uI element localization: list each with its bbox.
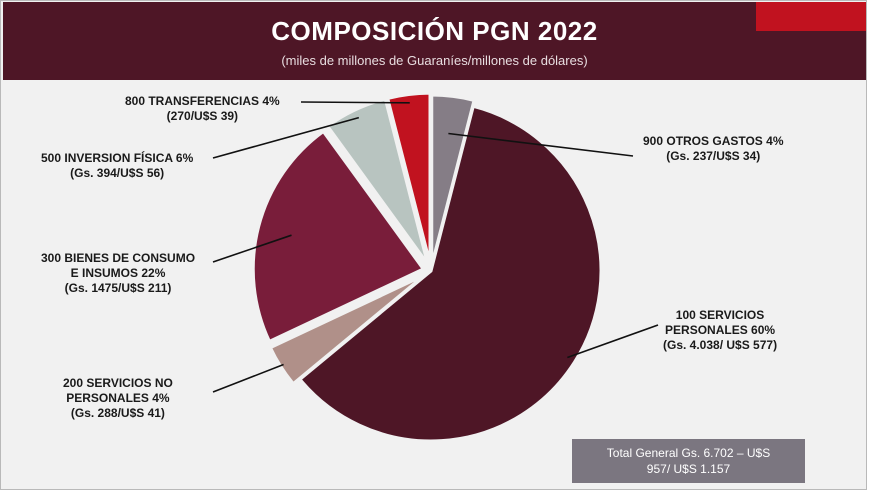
header-banner: COMPOSICIÓN PGN 2022 (miles de millones … [3,2,866,80]
label-bienes-consumo: 300 BIENES DE CONSUMO E INSUMOS 22% (Gs.… [41,251,196,295]
leader-servicios-personales [567,324,659,359]
leader-otros-gastos [448,132,634,157]
leader-inversion-fisica [212,116,360,159]
slice-transferencias [385,91,432,264]
total-line-2: 957/ U$S 1.157 [646,462,731,476]
total-line-1: Total General Gs. 6.702 – U$S [606,446,771,460]
total-box: Total General Gs. 6.702 – U$S 957/ U$S 1… [572,439,805,483]
slice-servicios-personales [297,104,603,443]
header-accent [756,2,866,31]
label-transferencias: 800 TRANSFERENCIAS 4% (270/U$S 39) [125,94,280,123]
leader-bienes-consumo [212,234,292,263]
label-servicios-personales: 100 SERVICIOS PERSONALES 60% (Gs. 4.038/… [663,308,778,352]
label-otros-gastos: 900 OTROS GASTOS 4% (Gs. 237/U$S 34) [643,134,784,163]
page-title: COMPOSICIÓN PGN 2022 [271,16,598,46]
label-inversion-fisica: 500 INVERSION FÍSICA 6% (Gs. 394/U$S 56) [41,151,194,180]
label-servicios-no-personales: 200 SERVICIOS NO PERSONALES 4% (Gs. 288/… [63,376,173,420]
page-subtitle: (miles de millones de Guaraníes/millones… [281,53,588,68]
chart-area: 900 OTROS GASTOS 4% (Gs. 237/U$S 34) 100… [3,80,866,489]
leader-transferencias [300,101,410,104]
pie-chart [212,91,659,443]
leader-servicios-no-personales [212,363,284,393]
slice-bienes-consumo [251,129,426,344]
